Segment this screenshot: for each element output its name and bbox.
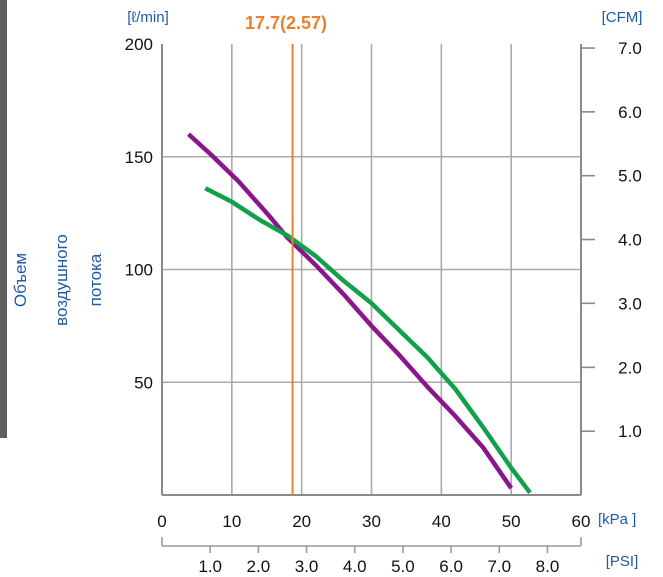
cfm-tick-label-5.0: 5.0 [618, 167, 642, 186]
series-lines [186, 132, 532, 495]
series-line-1 [186, 132, 514, 490]
psi-tick-label-3.0: 3.0 [295, 557, 319, 576]
x-tick-label-50: 50 [502, 512, 521, 531]
y-axis-label-line-2: воздушного [52, 234, 71, 326]
y-axis-label-line-1: Объем [11, 253, 30, 307]
y-tick-label-100: 100 [125, 261, 153, 280]
cfm-tick-label-2.0: 2.0 [618, 358, 642, 377]
psi-tick-label-5.0: 5.0 [391, 557, 415, 576]
axis-labels: 0 10 20 30 40 50 60 50 100 150 200 1.0 2.0 3.0 4.0 5.0 6… [11, 9, 642, 576]
x-tick-label-0: 0 [157, 512, 166, 531]
y-tick-label-150: 150 [125, 148, 153, 167]
marker-label: 17.7(2.57) [245, 13, 327, 33]
x-tick-label-10: 10 [222, 512, 241, 531]
left-edge-bar [0, 0, 7, 438]
y-tick-label-50: 50 [134, 373, 153, 392]
kpa-unit-label: [kPa ] [598, 511, 636, 528]
series-line-2 [204, 186, 532, 495]
plot-axes [161, 44, 595, 553]
x-tick-label-40: 40 [432, 512, 451, 531]
grid-lines [162, 44, 581, 495]
x-tick-label-20: 20 [292, 512, 311, 531]
left-unit-label: [ℓ/min] [127, 9, 169, 26]
psi-tick-label-1.0: 1.0 [198, 557, 222, 576]
cfm-tick-label-6.0: 6.0 [618, 103, 642, 122]
psi-tick-label-6.0: 6.0 [439, 557, 463, 576]
psi-tick-label-7.0: 7.0 [487, 557, 511, 576]
psi-tick-label-4.0: 4.0 [343, 557, 367, 576]
cfm-tick-label-3.0: 3.0 [618, 294, 642, 313]
psi-unit-label: [PSI] [606, 553, 639, 570]
y-axis-label-line-3: потока [86, 253, 105, 306]
psi-tick-label-8.0: 8.0 [536, 557, 560, 576]
x-tick-label-60: 60 [572, 512, 591, 531]
cfm-tick-label-7.0: 7.0 [618, 39, 642, 58]
x-tick-label-30: 30 [362, 512, 381, 531]
y-tick-label-200: 200 [125, 35, 153, 54]
right-unit-label: [CFM] [602, 9, 643, 26]
pressure-marker: 17.7(2.57) [245, 13, 327, 495]
cfm-tick-label-1.0: 1.0 [618, 422, 642, 441]
cfm-tick-label-4.0: 4.0 [618, 231, 642, 250]
psi-tick-label-2.0: 2.0 [247, 557, 271, 576]
